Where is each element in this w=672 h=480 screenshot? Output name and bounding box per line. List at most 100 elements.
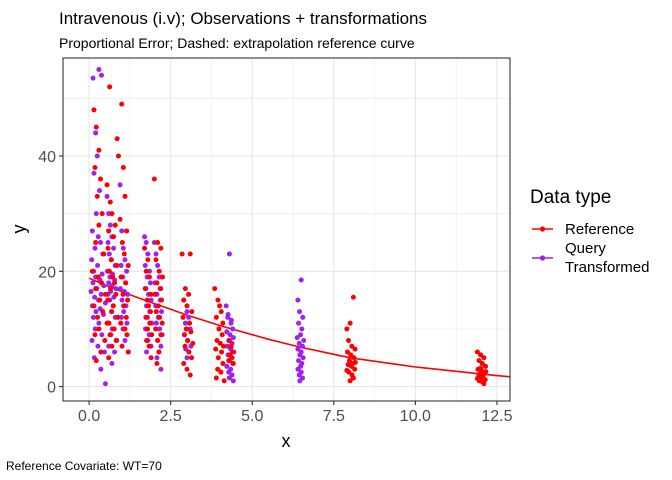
data-point-reference: [350, 375, 356, 381]
data-point-reference: [352, 359, 358, 365]
data-point-reference: [219, 332, 225, 338]
legend-item-query-transformed: Query Transformed: [532, 240, 649, 276]
data-point-query: [122, 337, 128, 343]
legend-label-reference: Reference: [565, 221, 634, 238]
data-point-query: [111, 245, 117, 251]
data-point-query: [300, 355, 306, 361]
data-point-query: [142, 263, 148, 269]
data-point-query: [106, 280, 112, 286]
data-point-query: [157, 326, 163, 332]
data-point-reference: [143, 268, 149, 274]
data-point-query: [143, 239, 149, 245]
data-point-query: [301, 337, 307, 343]
data-point-query: [125, 291, 131, 297]
data-point-query: [295, 297, 301, 303]
data-point-reference: [187, 251, 193, 257]
data-point-reference: [153, 326, 159, 332]
data-point-reference: [189, 309, 195, 315]
data-point-query: [158, 343, 164, 349]
x-tick-label: 7.5: [323, 408, 345, 425]
data-point-reference: [481, 355, 487, 361]
data-point-reference: [181, 332, 187, 338]
data-point-query: [296, 340, 302, 346]
data-point-query: [296, 372, 302, 378]
data-point-reference: [146, 274, 152, 280]
data-point-reference: [187, 372, 193, 378]
data-point-reference: [148, 291, 154, 297]
y-tick-label: 40: [38, 149, 56, 166]
data-point-reference: [107, 84, 113, 90]
data-point-reference: [155, 303, 161, 309]
data-point-reference: [182, 286, 188, 292]
data-point-reference: [229, 355, 235, 361]
data-point-reference: [119, 343, 125, 349]
data-point-query: [145, 251, 151, 257]
data-point-reference: [155, 239, 161, 245]
data-point-reference: [180, 314, 186, 320]
data-point-query: [112, 349, 118, 355]
data-point-reference: [347, 320, 353, 326]
x-tick-label: 2.5: [160, 408, 182, 425]
data-point-reference: [212, 286, 218, 292]
chart-title: Intravenous (i.v); Observations + transf…: [59, 9, 427, 28]
data-point-query: [223, 303, 229, 309]
data-point-reference: [347, 378, 353, 384]
data-point-reference: [182, 343, 188, 349]
data-point-reference: [221, 378, 227, 384]
data-point-reference: [352, 366, 358, 372]
data-point-query: [224, 329, 230, 335]
data-point-reference: [111, 326, 117, 332]
data-point-reference: [108, 286, 114, 292]
data-point-reference: [476, 358, 482, 364]
data-point-reference: [148, 355, 154, 361]
data-point-query: [230, 326, 236, 332]
data-point-query: [300, 314, 306, 320]
data-point-reference: [352, 346, 358, 352]
data-point-query: [118, 314, 124, 320]
data-point-reference: [143, 314, 149, 320]
data-point-query: [294, 335, 300, 341]
data-point-reference: [98, 176, 104, 182]
data-point-reference: [147, 320, 153, 326]
data-point-query: [96, 320, 102, 326]
data-point-reference: [184, 303, 190, 309]
y-axis-label: y: [9, 225, 29, 234]
legend-label-query-line: Query: [565, 240, 606, 257]
data-point-reference: [111, 234, 117, 240]
data-point-reference: [107, 199, 113, 205]
data-point-reference: [213, 314, 219, 320]
data-point-reference: [217, 340, 223, 346]
data-point-query: [95, 234, 101, 240]
data-point-query: [97, 188, 103, 194]
data-point-reference: [158, 245, 164, 251]
data-point-reference: [478, 352, 484, 358]
data-point-query: [109, 361, 115, 367]
data-point-reference: [97, 297, 103, 303]
data-point-reference: [345, 349, 351, 355]
legend-label-query: Query Transformed: [565, 240, 649, 276]
chart-subtitle: Proportional Error; Dashed: extrapolatio…: [59, 35, 415, 51]
data-point-query: [227, 332, 233, 338]
data-point-query: [124, 320, 130, 326]
data-point-query: [93, 211, 99, 217]
data-point-query: [144, 349, 150, 355]
data-point-reference: [95, 314, 101, 320]
data-point-reference: [107, 332, 113, 338]
data-point-reference: [187, 320, 193, 326]
data-point-reference: [108, 257, 114, 263]
data-point-query: [95, 343, 101, 349]
data-point-query: [295, 346, 301, 352]
data-point-reference: [218, 309, 224, 315]
data-point-reference: [93, 286, 99, 292]
data-point-reference: [113, 337, 119, 343]
data-point-reference: [102, 291, 108, 297]
data-point-query: [299, 326, 305, 332]
data-point-query: [90, 314, 96, 320]
data-point-reference: [181, 361, 187, 367]
data-point-query: [92, 245, 98, 251]
y-axis-ticks: 0 20 40: [38, 149, 63, 397]
data-point-reference: [479, 361, 485, 367]
data-point-reference: [220, 361, 226, 367]
data-point-reference: [474, 376, 480, 382]
data-point-reference: [113, 291, 119, 297]
